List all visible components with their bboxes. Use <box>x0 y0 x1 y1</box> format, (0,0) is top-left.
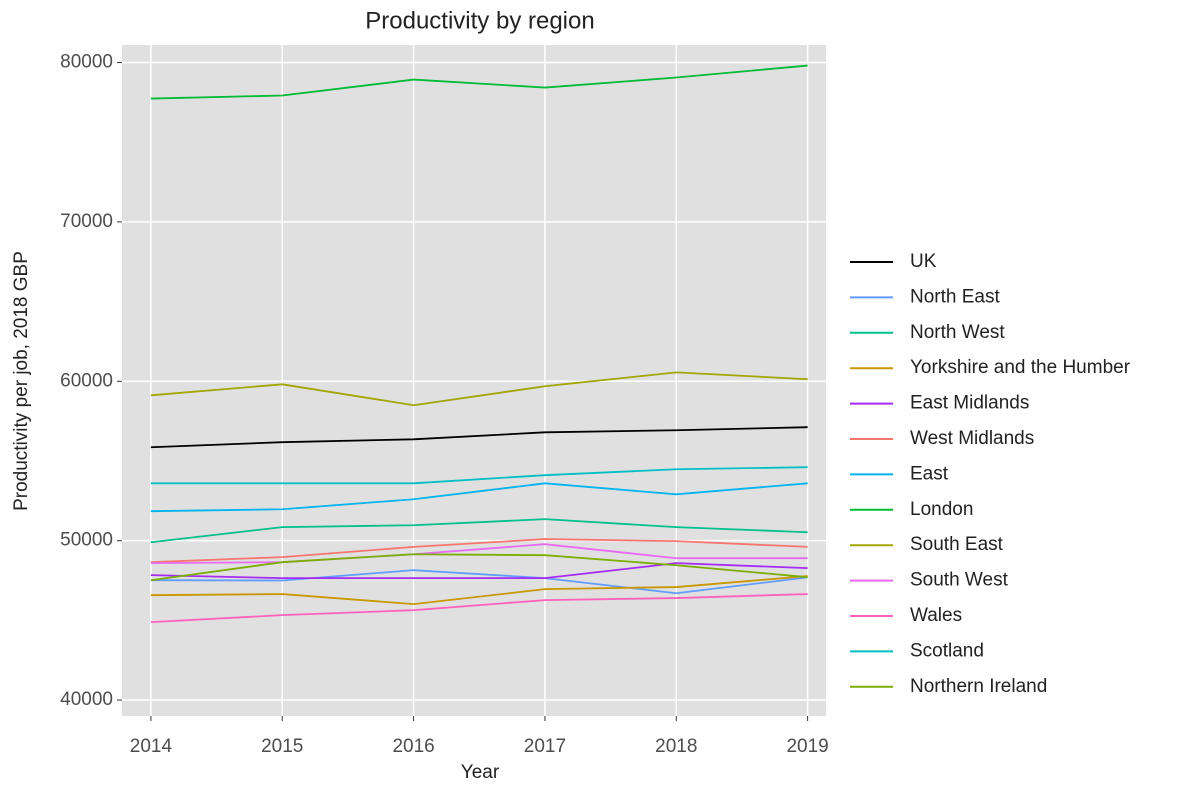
legend-label: South East <box>910 534 1004 555</box>
series-line <box>150 553 808 582</box>
legend-label: West Midlands <box>910 428 1034 449</box>
legend-label: Scotland <box>910 640 984 661</box>
legend-label: Northern Ireland <box>910 676 1047 697</box>
y-tick-label: 80000 <box>60 52 113 73</box>
legend-label: UK <box>910 251 937 272</box>
series-line <box>150 466 808 485</box>
x-tick-label: 2015 <box>261 736 303 757</box>
y-tick-label: 40000 <box>60 689 113 710</box>
x-tick-label: 2014 <box>130 736 173 757</box>
y-tick-label: 60000 <box>60 370 113 391</box>
series-line <box>150 538 808 564</box>
chart-title: Productivity by region <box>365 7 594 34</box>
y-axis-label: Productivity per job, 2018 GBP <box>11 251 32 511</box>
legend-label: North West <box>910 322 1005 343</box>
legend-label: Wales <box>910 605 962 626</box>
series-line <box>150 64 808 100</box>
y-tick-label: 50000 <box>60 530 113 551</box>
series-line <box>150 518 808 544</box>
legend-label: South West <box>910 570 1009 591</box>
series-line <box>150 426 808 449</box>
series-line <box>150 482 808 513</box>
legend-label: Yorkshire and the Humber <box>910 357 1131 378</box>
y-tick-label: 70000 <box>60 211 113 232</box>
x-axis-label: Year <box>461 762 500 783</box>
series-line <box>150 593 808 624</box>
legend-label: East Midlands <box>910 393 1029 414</box>
legend-label: North East <box>910 286 1000 307</box>
x-tick-label: 2018 <box>655 736 697 757</box>
x-tick-label: 2017 <box>524 736 566 757</box>
x-tick-label: 2016 <box>392 736 434 757</box>
series-line <box>150 371 808 407</box>
panel <box>122 45 826 716</box>
series-line <box>150 562 808 580</box>
series-line <box>150 569 808 595</box>
legend-label: London <box>910 499 973 520</box>
x-tick-label: 2019 <box>786 736 828 757</box>
series-line <box>150 543 808 565</box>
series-line <box>150 575 808 606</box>
legend-label: East <box>910 463 949 484</box>
